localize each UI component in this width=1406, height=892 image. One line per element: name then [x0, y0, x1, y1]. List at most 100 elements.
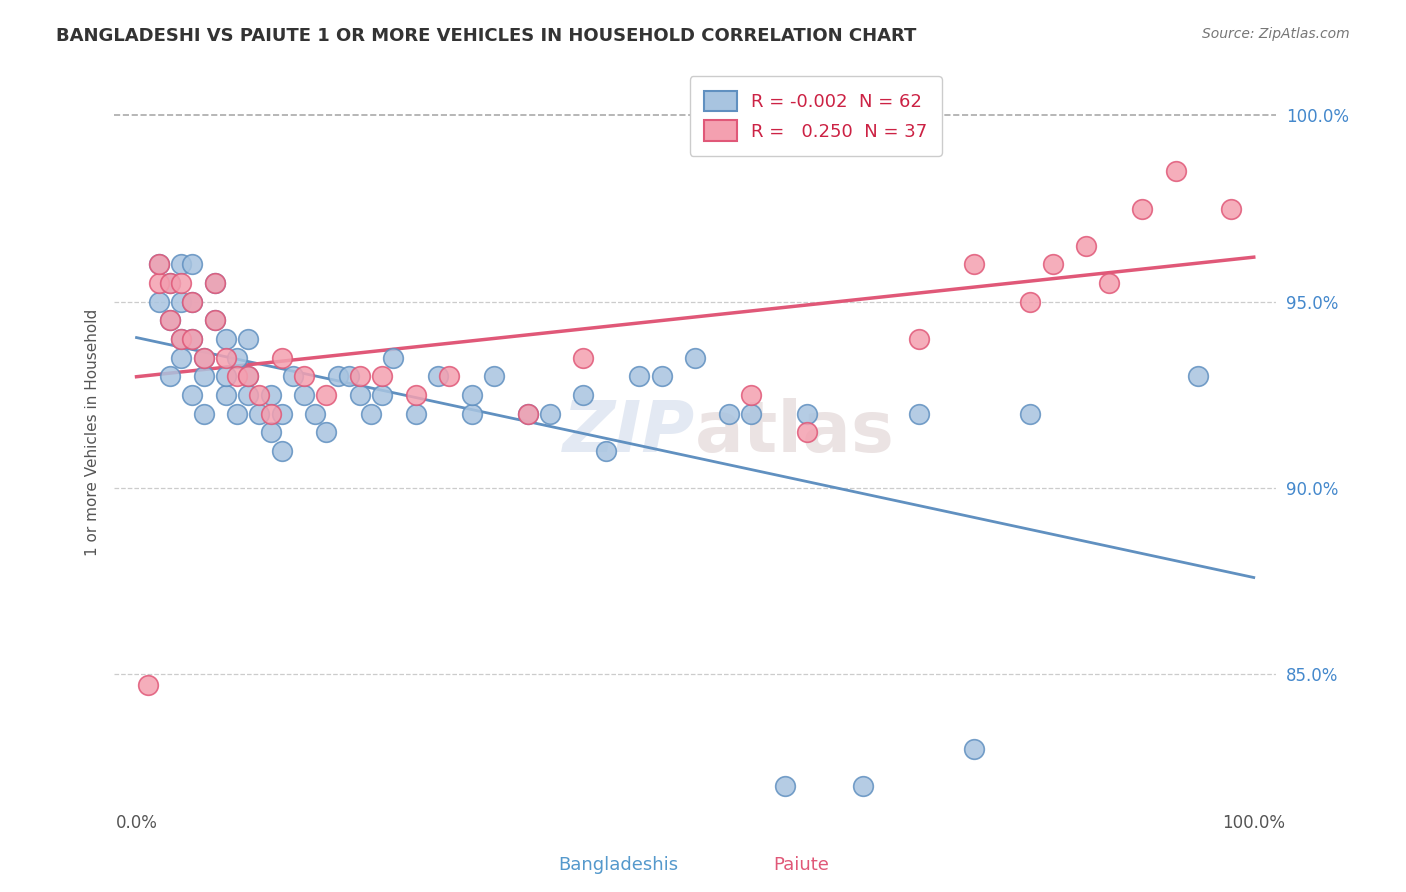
Point	[852, 779, 875, 793]
Point	[1042, 258, 1064, 272]
Text: Source: ZipAtlas.com: Source: ZipAtlas.com	[1202, 27, 1350, 41]
Point	[148, 294, 170, 309]
Point	[427, 369, 450, 384]
Point	[181, 332, 204, 346]
Point	[159, 369, 181, 384]
Point	[1019, 407, 1042, 421]
Point	[382, 351, 405, 365]
Point	[215, 369, 238, 384]
Point	[1220, 202, 1243, 216]
Point	[193, 351, 215, 365]
Point	[259, 388, 281, 402]
Point	[259, 425, 281, 439]
Point	[204, 313, 226, 327]
Point	[148, 258, 170, 272]
Point	[181, 294, 204, 309]
Text: atlas: atlas	[695, 398, 896, 467]
Text: Paiute: Paiute	[773, 856, 830, 874]
Point	[796, 407, 818, 421]
Point	[516, 407, 538, 421]
Point	[181, 388, 204, 402]
Point	[181, 294, 204, 309]
Point	[304, 407, 326, 421]
Text: Bangladeshis: Bangladeshis	[558, 856, 679, 874]
Point	[1130, 202, 1153, 216]
Point	[270, 443, 292, 458]
Point	[204, 276, 226, 290]
Point	[226, 369, 249, 384]
Point	[170, 351, 193, 365]
Point	[1187, 369, 1209, 384]
Point	[159, 313, 181, 327]
Point	[249, 407, 271, 421]
Point	[204, 313, 226, 327]
Point	[773, 779, 796, 793]
Point	[270, 407, 292, 421]
Point	[193, 369, 215, 384]
Point	[281, 369, 304, 384]
Point	[482, 369, 505, 384]
Point	[259, 407, 281, 421]
Point	[1097, 276, 1119, 290]
Point	[270, 351, 292, 365]
Point	[595, 443, 617, 458]
Point	[439, 369, 461, 384]
Point	[193, 407, 215, 421]
Point	[717, 407, 740, 421]
Point	[516, 407, 538, 421]
Point	[907, 332, 929, 346]
Point	[740, 407, 762, 421]
Point	[1164, 164, 1187, 178]
Point	[538, 407, 561, 421]
Point	[315, 425, 337, 439]
Text: ZIP: ZIP	[562, 398, 695, 467]
Point	[963, 258, 986, 272]
Point	[238, 369, 260, 384]
Point	[405, 407, 427, 421]
Point	[136, 678, 159, 692]
Point	[159, 276, 181, 290]
Point	[371, 388, 394, 402]
Point	[628, 369, 651, 384]
Point	[651, 369, 673, 384]
Point	[1019, 294, 1042, 309]
Point	[238, 332, 260, 346]
Point	[148, 276, 170, 290]
Point	[249, 388, 271, 402]
Point	[349, 369, 371, 384]
Point	[337, 369, 360, 384]
Point	[193, 351, 215, 365]
Point	[170, 294, 193, 309]
Point	[226, 407, 249, 421]
Point	[292, 369, 315, 384]
Point	[572, 351, 595, 365]
Point	[159, 276, 181, 290]
Point	[226, 351, 249, 365]
Point	[907, 407, 929, 421]
Point	[796, 425, 818, 439]
Point	[315, 388, 337, 402]
Point	[326, 369, 349, 384]
Point	[170, 332, 193, 346]
Point	[238, 388, 260, 402]
Point	[204, 276, 226, 290]
Point	[181, 258, 204, 272]
Point	[292, 388, 315, 402]
Point	[215, 388, 238, 402]
Legend: R = -0.002  N = 62, R =   0.250  N = 37: R = -0.002 N = 62, R = 0.250 N = 37	[690, 76, 942, 156]
Point	[360, 407, 382, 421]
Point	[215, 351, 238, 365]
Point	[371, 369, 394, 384]
Point	[181, 332, 204, 346]
Point	[460, 388, 482, 402]
Point	[215, 332, 238, 346]
Point	[405, 388, 427, 402]
Point	[159, 313, 181, 327]
Point	[238, 369, 260, 384]
Point	[148, 258, 170, 272]
Text: BANGLADESHI VS PAIUTE 1 OR MORE VEHICLES IN HOUSEHOLD CORRELATION CHART: BANGLADESHI VS PAIUTE 1 OR MORE VEHICLES…	[56, 27, 917, 45]
Point	[170, 258, 193, 272]
Y-axis label: 1 or more Vehicles in Household: 1 or more Vehicles in Household	[86, 309, 100, 556]
Point	[740, 388, 762, 402]
Point	[460, 407, 482, 421]
